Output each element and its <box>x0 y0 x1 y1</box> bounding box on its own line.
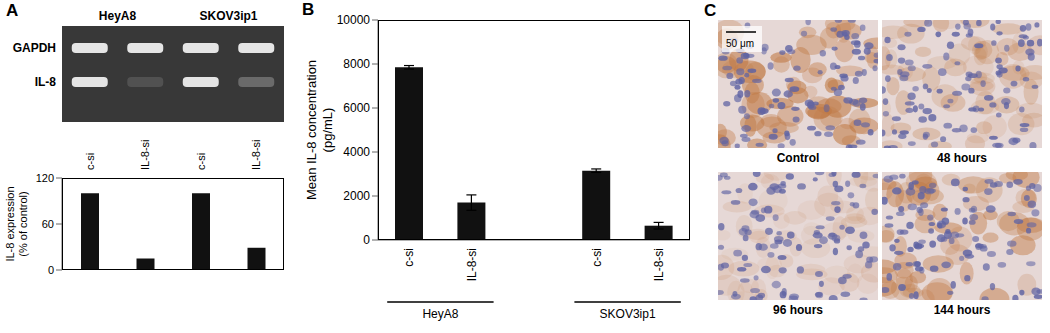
svg-text:(pg/mL): (pg/mL) <box>320 108 335 153</box>
svg-text:HeyA8: HeyA8 <box>99 9 137 23</box>
svg-text:10000: 10000 <box>337 13 371 27</box>
svg-text:A: A <box>6 1 18 20</box>
svg-text:IL-8-si: IL-8-si <box>250 139 262 170</box>
svg-text:IL-8-si: IL-8-si <box>652 248 666 281</box>
svg-text:c-si: c-si <box>402 248 416 267</box>
svg-text:SKOV3ip1: SKOV3ip1 <box>600 307 656 321</box>
svg-text:IL-8-si: IL-8-si <box>139 139 151 170</box>
svg-text:c-si: c-si <box>195 153 207 170</box>
svg-text:8000: 8000 <box>343 57 370 71</box>
svg-text:48 hours: 48 hours <box>937 151 987 165</box>
svg-text:c-si: c-si <box>84 153 96 170</box>
svg-text:120: 120 <box>36 172 54 184</box>
svg-text:Mean IL-8 concentration: Mean IL-8 concentration <box>304 60 319 200</box>
svg-text:0: 0 <box>48 264 54 276</box>
svg-text:C: C <box>704 1 716 20</box>
svg-text:HeyA8: HeyA8 <box>422 307 458 321</box>
svg-text:(% of control): (% of control) <box>17 191 29 256</box>
svg-text:60: 60 <box>42 218 54 230</box>
svg-text:2000: 2000 <box>343 189 370 203</box>
svg-text:96 hours: 96 hours <box>773 303 823 317</box>
svg-text:c-si: c-si <box>590 248 604 267</box>
svg-text:144 hours: 144 hours <box>934 303 991 317</box>
svg-text:B: B <box>302 0 314 19</box>
svg-text:GAPDH: GAPDH <box>13 41 56 55</box>
svg-text:IL-8 expression: IL-8 expression <box>4 186 16 261</box>
svg-text:4000: 4000 <box>343 145 370 159</box>
svg-text:IL-8-si: IL-8-si <box>465 248 479 281</box>
svg-text:0: 0 <box>363 233 370 247</box>
svg-text:SKOV3ip1: SKOV3ip1 <box>199 9 257 23</box>
svg-text:50 μm: 50 μm <box>726 38 754 49</box>
svg-text:IL-8: IL-8 <box>35 75 57 89</box>
svg-text:Control: Control <box>777 151 820 165</box>
svg-text:6000: 6000 <box>343 101 370 115</box>
